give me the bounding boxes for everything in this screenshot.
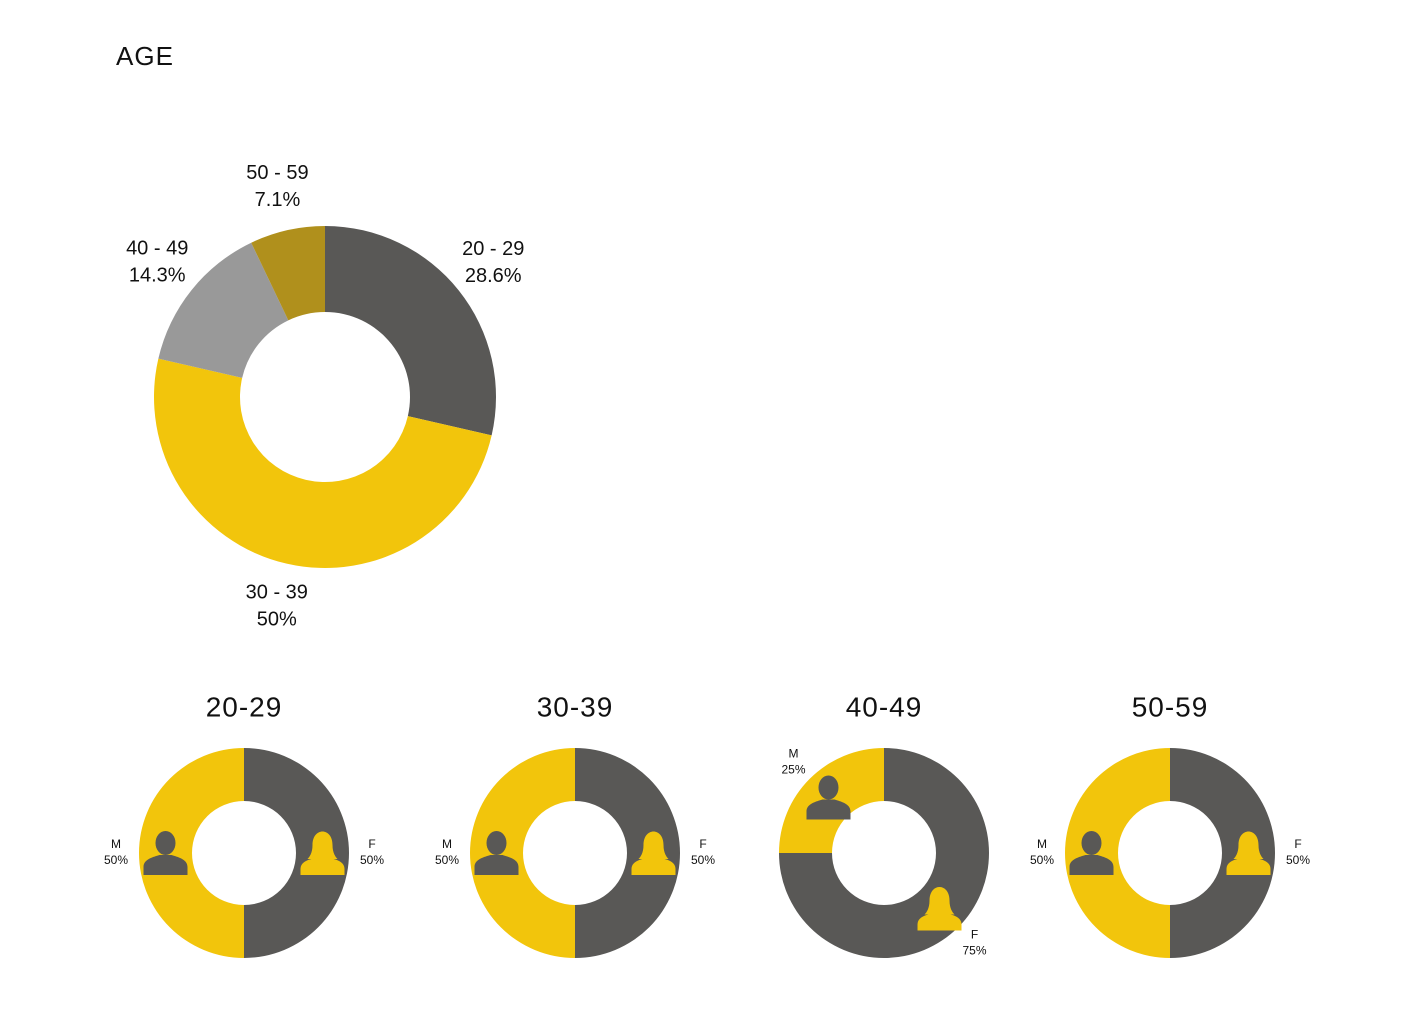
slice-value-label: 50% bbox=[1030, 853, 1054, 867]
male-icon bbox=[806, 775, 851, 820]
slice-label: F bbox=[971, 928, 978, 942]
chart-title: 40-49 bbox=[846, 691, 923, 722]
chart-title: 20-29 bbox=[206, 691, 283, 722]
slice-value-label: 14.3% bbox=[129, 264, 186, 286]
slice-value-label: 25% bbox=[781, 763, 805, 777]
slice-label: F bbox=[1294, 837, 1301, 851]
donut-slice bbox=[153, 358, 492, 569]
donut-slice bbox=[139, 748, 244, 958]
chart-title: 50-59 bbox=[1132, 691, 1209, 722]
slice-label: F bbox=[368, 837, 375, 851]
slice-value-label: 50% bbox=[435, 853, 459, 867]
slice-value-label: 28.6% bbox=[465, 265, 522, 287]
slice-value-label: 50% bbox=[1286, 853, 1310, 867]
donut-slice bbox=[158, 242, 289, 378]
page-title: AGE bbox=[116, 41, 174, 71]
slice-value-label: 75% bbox=[962, 944, 986, 958]
female-icon bbox=[917, 887, 962, 931]
donut-slice bbox=[575, 748, 680, 958]
female-icon bbox=[1226, 831, 1271, 875]
slice-label: M bbox=[788, 747, 798, 761]
slice-label: 40 - 49 bbox=[126, 237, 188, 259]
donut-slice bbox=[1170, 748, 1275, 958]
female-icon bbox=[631, 831, 676, 875]
slice-value-label: 50% bbox=[360, 853, 384, 867]
slice-label: 30 - 39 bbox=[246, 581, 308, 603]
male-icon bbox=[474, 831, 519, 875]
slice-label: M bbox=[111, 837, 121, 851]
male-icon bbox=[1069, 831, 1114, 875]
slice-value-label: 7.1% bbox=[255, 189, 301, 211]
slice-value-label: 50% bbox=[691, 853, 715, 867]
slice-label: F bbox=[699, 837, 706, 851]
donut-slice bbox=[325, 226, 497, 436]
male-icon bbox=[143, 831, 188, 875]
slice-label: M bbox=[442, 837, 452, 851]
slice-label: 50 - 59 bbox=[246, 162, 308, 184]
donut-slice bbox=[470, 748, 575, 958]
slice-label: 20 - 29 bbox=[462, 238, 524, 260]
donut-slice bbox=[1065, 748, 1170, 958]
female-icon bbox=[300, 831, 345, 875]
chart-title: 30-39 bbox=[537, 691, 614, 722]
donut-slice bbox=[251, 226, 325, 321]
slice-value-label: 50% bbox=[104, 853, 128, 867]
slice-label: M bbox=[1037, 837, 1047, 851]
donut-slice bbox=[244, 748, 349, 958]
slice-value-label: 50% bbox=[257, 608, 297, 630]
